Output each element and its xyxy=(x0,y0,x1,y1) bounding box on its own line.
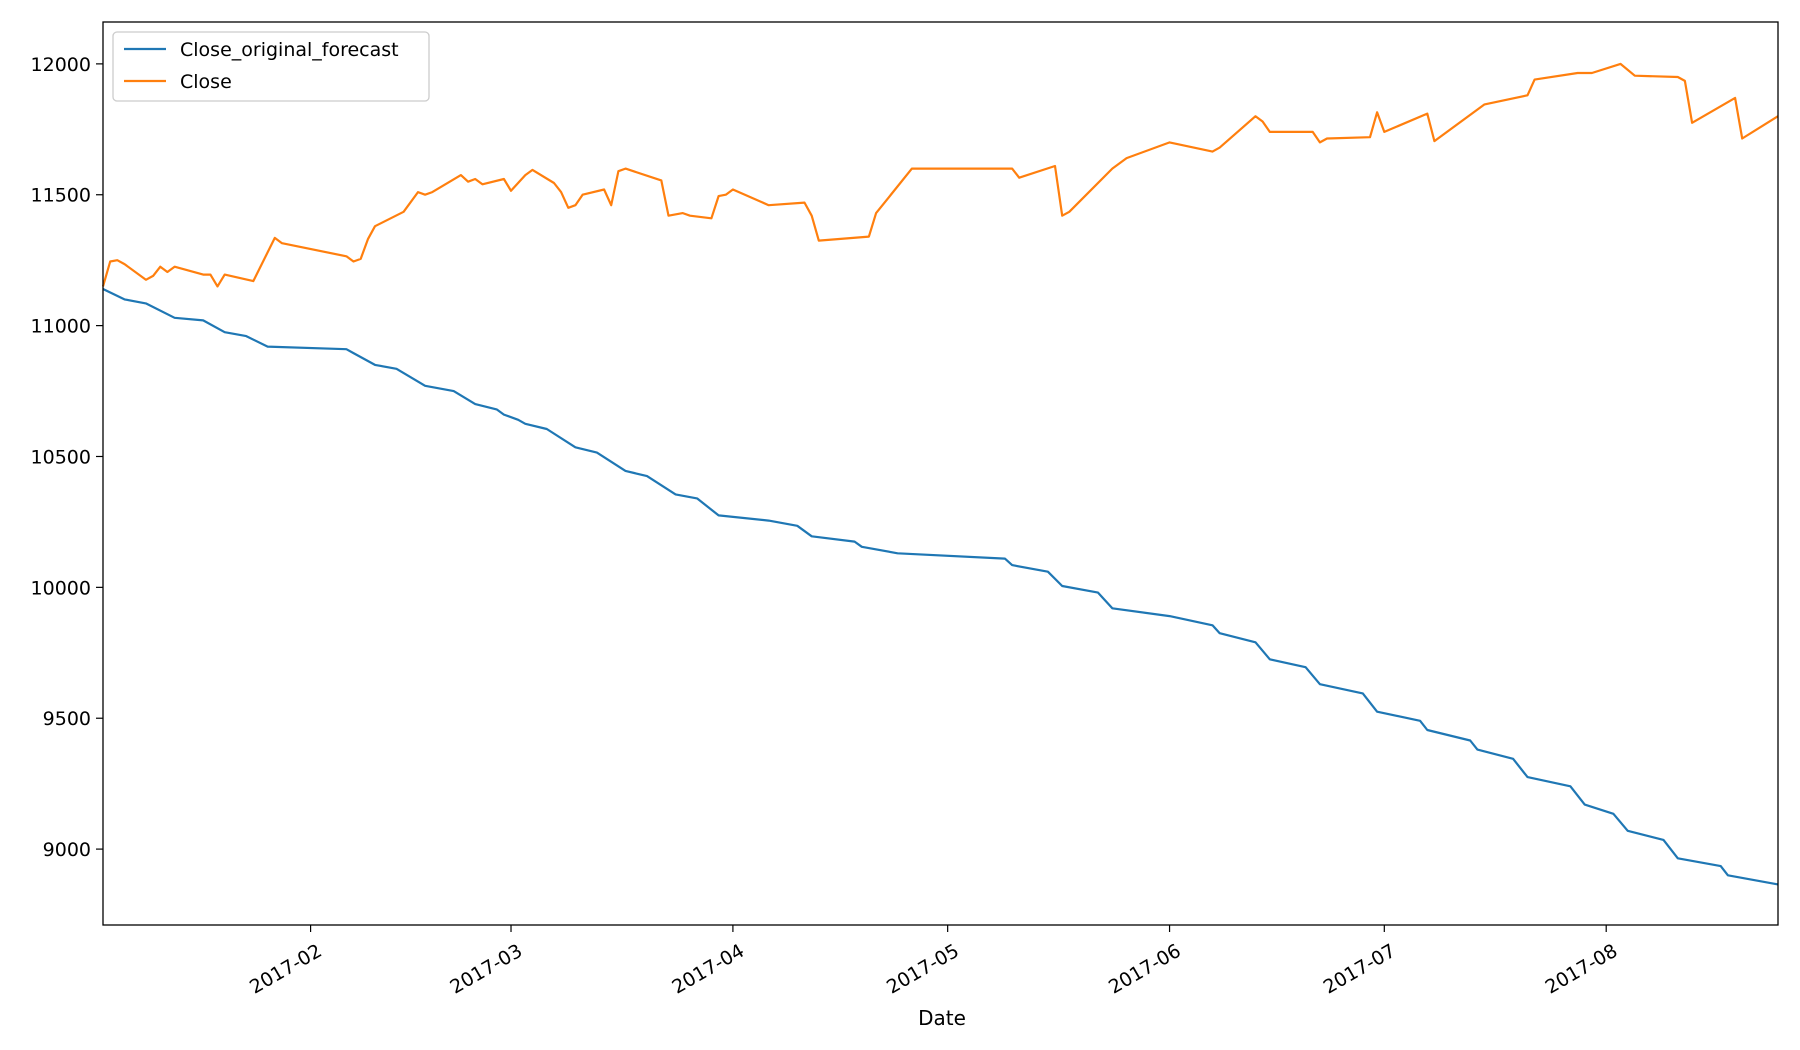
legend-label-forecast: Close_original_forecast xyxy=(180,39,399,61)
series-layer xyxy=(101,62,1779,886)
y-axis: 9000 9500 10000 10500 11000 11500 12000 xyxy=(31,54,103,861)
legend-label-close: Close xyxy=(180,71,232,93)
y-tick-label: 11500 xyxy=(31,185,91,207)
series-line-close xyxy=(101,62,1779,288)
y-tick-label: 9500 xyxy=(43,708,91,730)
x-axis-title: Date xyxy=(918,1006,966,1030)
y-tick-label: 12000 xyxy=(31,54,91,76)
y-tick-label: 10000 xyxy=(31,577,91,599)
legend: Close_original_forecast Close xyxy=(112,31,430,102)
y-tick-label: 11000 xyxy=(31,316,91,338)
plot-frame xyxy=(102,21,1779,926)
y-tick-label: 9000 xyxy=(43,839,91,861)
y-tick-label: 10500 xyxy=(31,446,91,468)
series-line-close-original-forecast xyxy=(102,288,1779,886)
legend-box xyxy=(112,31,430,102)
